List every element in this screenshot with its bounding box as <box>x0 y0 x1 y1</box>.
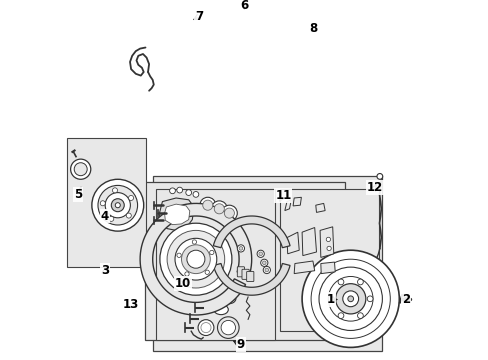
Circle shape <box>357 313 363 319</box>
Circle shape <box>209 250 214 255</box>
Circle shape <box>337 313 343 319</box>
Polygon shape <box>213 264 289 295</box>
Circle shape <box>214 204 224 214</box>
Polygon shape <box>284 200 291 211</box>
Circle shape <box>203 200 212 210</box>
Circle shape <box>264 268 268 272</box>
Circle shape <box>160 223 231 295</box>
FancyBboxPatch shape <box>246 271 253 282</box>
Polygon shape <box>140 203 251 315</box>
Circle shape <box>128 195 133 201</box>
Circle shape <box>337 279 343 285</box>
Circle shape <box>325 237 330 242</box>
FancyBboxPatch shape <box>242 269 249 279</box>
Circle shape <box>262 261 265 265</box>
Circle shape <box>181 245 210 274</box>
Circle shape <box>366 296 372 302</box>
Circle shape <box>201 323 211 333</box>
Text: 8: 8 <box>308 22 316 35</box>
Circle shape <box>115 203 120 208</box>
Circle shape <box>198 320 213 336</box>
Circle shape <box>257 250 264 257</box>
Ellipse shape <box>213 305 228 315</box>
Circle shape <box>217 317 239 338</box>
Polygon shape <box>315 203 325 212</box>
Bar <box>156 189 275 340</box>
Text: 5: 5 <box>74 188 82 201</box>
Circle shape <box>357 279 363 285</box>
Circle shape <box>347 296 353 302</box>
Bar <box>67 138 145 267</box>
FancyBboxPatch shape <box>237 267 244 277</box>
Ellipse shape <box>220 294 235 304</box>
Polygon shape <box>292 197 301 206</box>
Circle shape <box>211 201 227 217</box>
Circle shape <box>328 276 372 321</box>
Text: 3: 3 <box>101 264 109 277</box>
Circle shape <box>70 159 91 179</box>
Circle shape <box>221 205 237 221</box>
Circle shape <box>200 197 215 213</box>
Text: 7: 7 <box>195 10 203 23</box>
Circle shape <box>98 185 137 225</box>
Polygon shape <box>294 261 314 274</box>
Text: 13: 13 <box>122 298 139 311</box>
Circle shape <box>177 187 182 193</box>
Text: 9: 9 <box>236 338 244 351</box>
Circle shape <box>92 179 143 231</box>
Circle shape <box>260 259 267 266</box>
Text: 6: 6 <box>240 0 248 12</box>
Text: 12: 12 <box>366 181 382 194</box>
Polygon shape <box>159 198 194 230</box>
Circle shape <box>376 174 382 179</box>
Circle shape <box>318 267 382 330</box>
Circle shape <box>169 188 175 194</box>
Text: 1: 1 <box>326 293 334 306</box>
Text: 4: 4 <box>101 210 109 222</box>
Circle shape <box>108 216 114 221</box>
Circle shape <box>112 188 117 193</box>
Circle shape <box>100 201 105 206</box>
Circle shape <box>258 252 262 256</box>
Circle shape <box>302 250 399 347</box>
Circle shape <box>105 193 130 218</box>
Circle shape <box>342 291 358 307</box>
Polygon shape <box>302 228 316 256</box>
Circle shape <box>186 250 204 268</box>
Circle shape <box>111 199 124 212</box>
Circle shape <box>167 230 224 288</box>
Circle shape <box>177 253 181 257</box>
Bar <box>279 189 378 331</box>
Text: 2: 2 <box>401 293 409 306</box>
Circle shape <box>221 320 235 335</box>
Circle shape <box>310 259 389 338</box>
Circle shape <box>193 192 199 197</box>
Circle shape <box>328 296 333 302</box>
Polygon shape <box>320 227 333 257</box>
Circle shape <box>192 240 196 244</box>
Bar <box>152 176 382 351</box>
Circle shape <box>74 163 87 176</box>
Circle shape <box>263 266 270 274</box>
Circle shape <box>185 190 191 195</box>
Circle shape <box>239 247 242 250</box>
Polygon shape <box>164 204 189 225</box>
Circle shape <box>204 270 209 274</box>
Polygon shape <box>320 262 335 274</box>
Circle shape <box>175 238 216 280</box>
Circle shape <box>126 213 131 218</box>
Polygon shape <box>213 216 289 248</box>
Bar <box>145 182 344 340</box>
Circle shape <box>237 245 244 252</box>
Circle shape <box>335 284 365 314</box>
Circle shape <box>184 272 189 276</box>
Circle shape <box>326 246 330 251</box>
Circle shape <box>224 208 234 218</box>
Text: 11: 11 <box>275 189 291 202</box>
Polygon shape <box>286 232 299 254</box>
Text: 10: 10 <box>175 277 191 290</box>
